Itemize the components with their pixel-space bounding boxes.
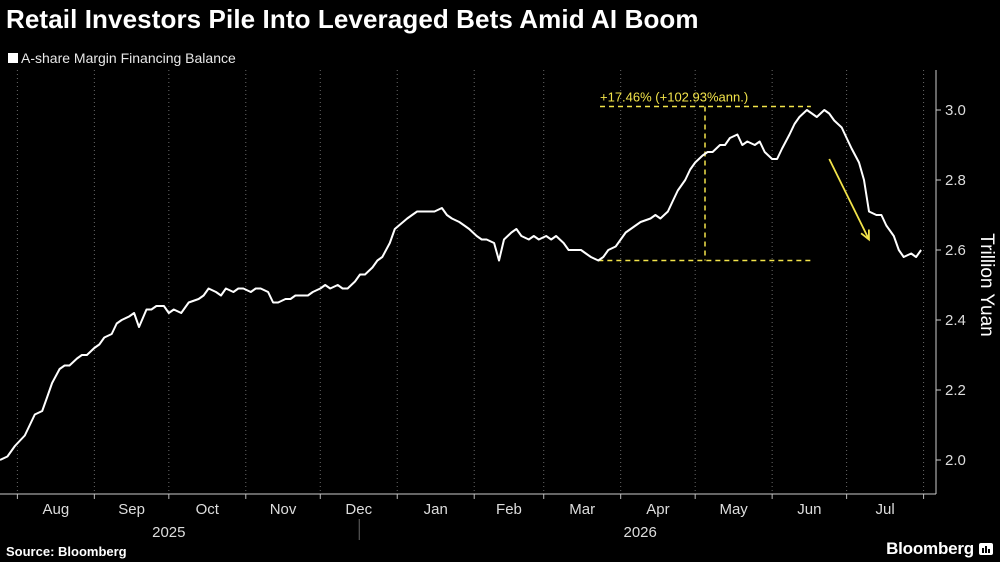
x-tick-label: Sep	[118, 501, 145, 518]
y-tick-label: 2.2	[945, 382, 966, 399]
x-tick-label: Jun	[797, 501, 821, 518]
annotation-label: +17.46% (+102.93%ann.)	[600, 90, 748, 105]
y-tick-label: 2.6	[945, 242, 966, 259]
source-note: Source: Bloomberg	[6, 544, 127, 559]
bloomberg-logo: Bloomberg	[886, 539, 974, 558]
x-tick-label: Nov	[270, 501, 297, 518]
legend: A-share Margin Financing Balance	[8, 50, 236, 66]
x-tick-label: Apr	[646, 501, 669, 518]
trend-arrow-head	[860, 229, 870, 242]
chart-title: Retail Investors Pile Into Leveraged Bet…	[6, 4, 699, 34]
x-tick-label: Oct	[196, 501, 220, 518]
series-line-margin-balance	[0, 109, 922, 461]
legend-label: A-share Margin Financing Balance	[21, 50, 236, 66]
x-tick-label: Mar	[569, 501, 595, 518]
x-year-label: 2025	[152, 524, 185, 541]
x-tick-label: May	[719, 501, 748, 518]
trend-arrow-shaft	[828, 158, 870, 240]
x-tick-label: Aug	[43, 501, 70, 518]
x-tick-label: Dec	[345, 501, 372, 518]
y-tick-label: 3.0	[945, 102, 966, 119]
x-tick-label: Feb	[496, 501, 522, 518]
legend-swatch	[8, 53, 18, 63]
y-tick-label: 2.8	[945, 172, 966, 189]
x-tick-label: Jan	[424, 501, 448, 518]
bloomberg-terminal-icon	[979, 543, 993, 555]
y-tick-label: 2.4	[945, 312, 966, 329]
x-year-label: 2026	[623, 524, 656, 541]
x-tick-label: Jul	[876, 501, 895, 518]
y-tick-label: 2.0	[945, 452, 966, 469]
y-axis-label: Trillion Yuan	[976, 233, 997, 337]
